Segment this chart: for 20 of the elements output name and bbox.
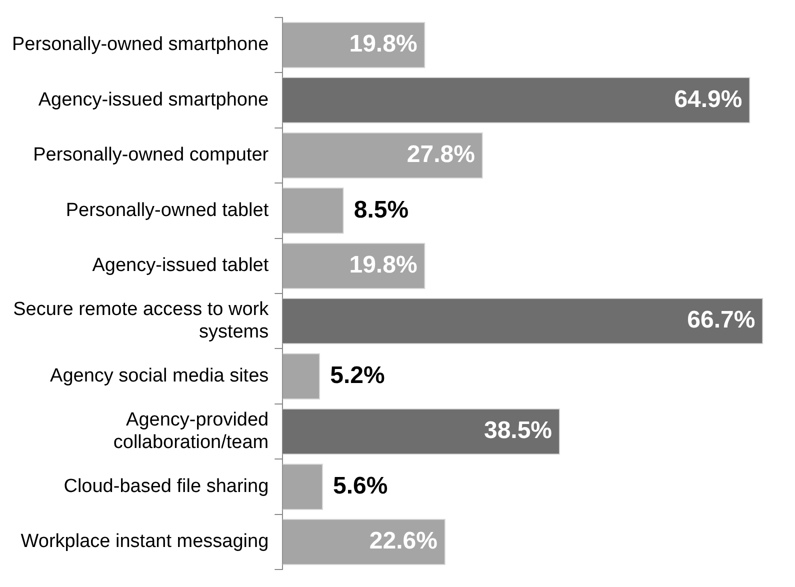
- y-tick-label: Agency-issued smartphone: [38, 89, 269, 110]
- data-label: 27.8%: [406, 141, 475, 168]
- y-tick-label: Cloud-based file sharing: [64, 476, 269, 498]
- y-tick-label: Personally-owned computer: [33, 144, 270, 166]
- data-label: 19.8%: [349, 252, 418, 279]
- y-tick-label: Workplace instant messaging: [20, 531, 269, 552]
- data-label: 66.7%: [687, 306, 756, 334]
- y-tick-label: Agency-issued tablet: [92, 255, 270, 276]
- y-tick-label: Personally-owned tablet: [66, 200, 270, 221]
- data-label: 8.5%: [354, 196, 409, 224]
- data-label: 19.8%: [349, 30, 418, 58]
- y-tick-label: Agency-provided collaboration/team: [113, 409, 269, 454]
- y-tick-label: Agency social media sites: [50, 366, 269, 387]
- data-label: 5.2%: [330, 362, 385, 389]
- y-tick-label: Personally-owned smartphone: [12, 34, 269, 56]
- data-label: 64.9%: [674, 86, 742, 113]
- data-label: 22.6%: [369, 528, 438, 555]
- y-tick-label: Secure remote access to work systems: [13, 298, 270, 343]
- data-label: 5.6%: [332, 472, 388, 500]
- data-label: 38.5%: [484, 417, 552, 444]
